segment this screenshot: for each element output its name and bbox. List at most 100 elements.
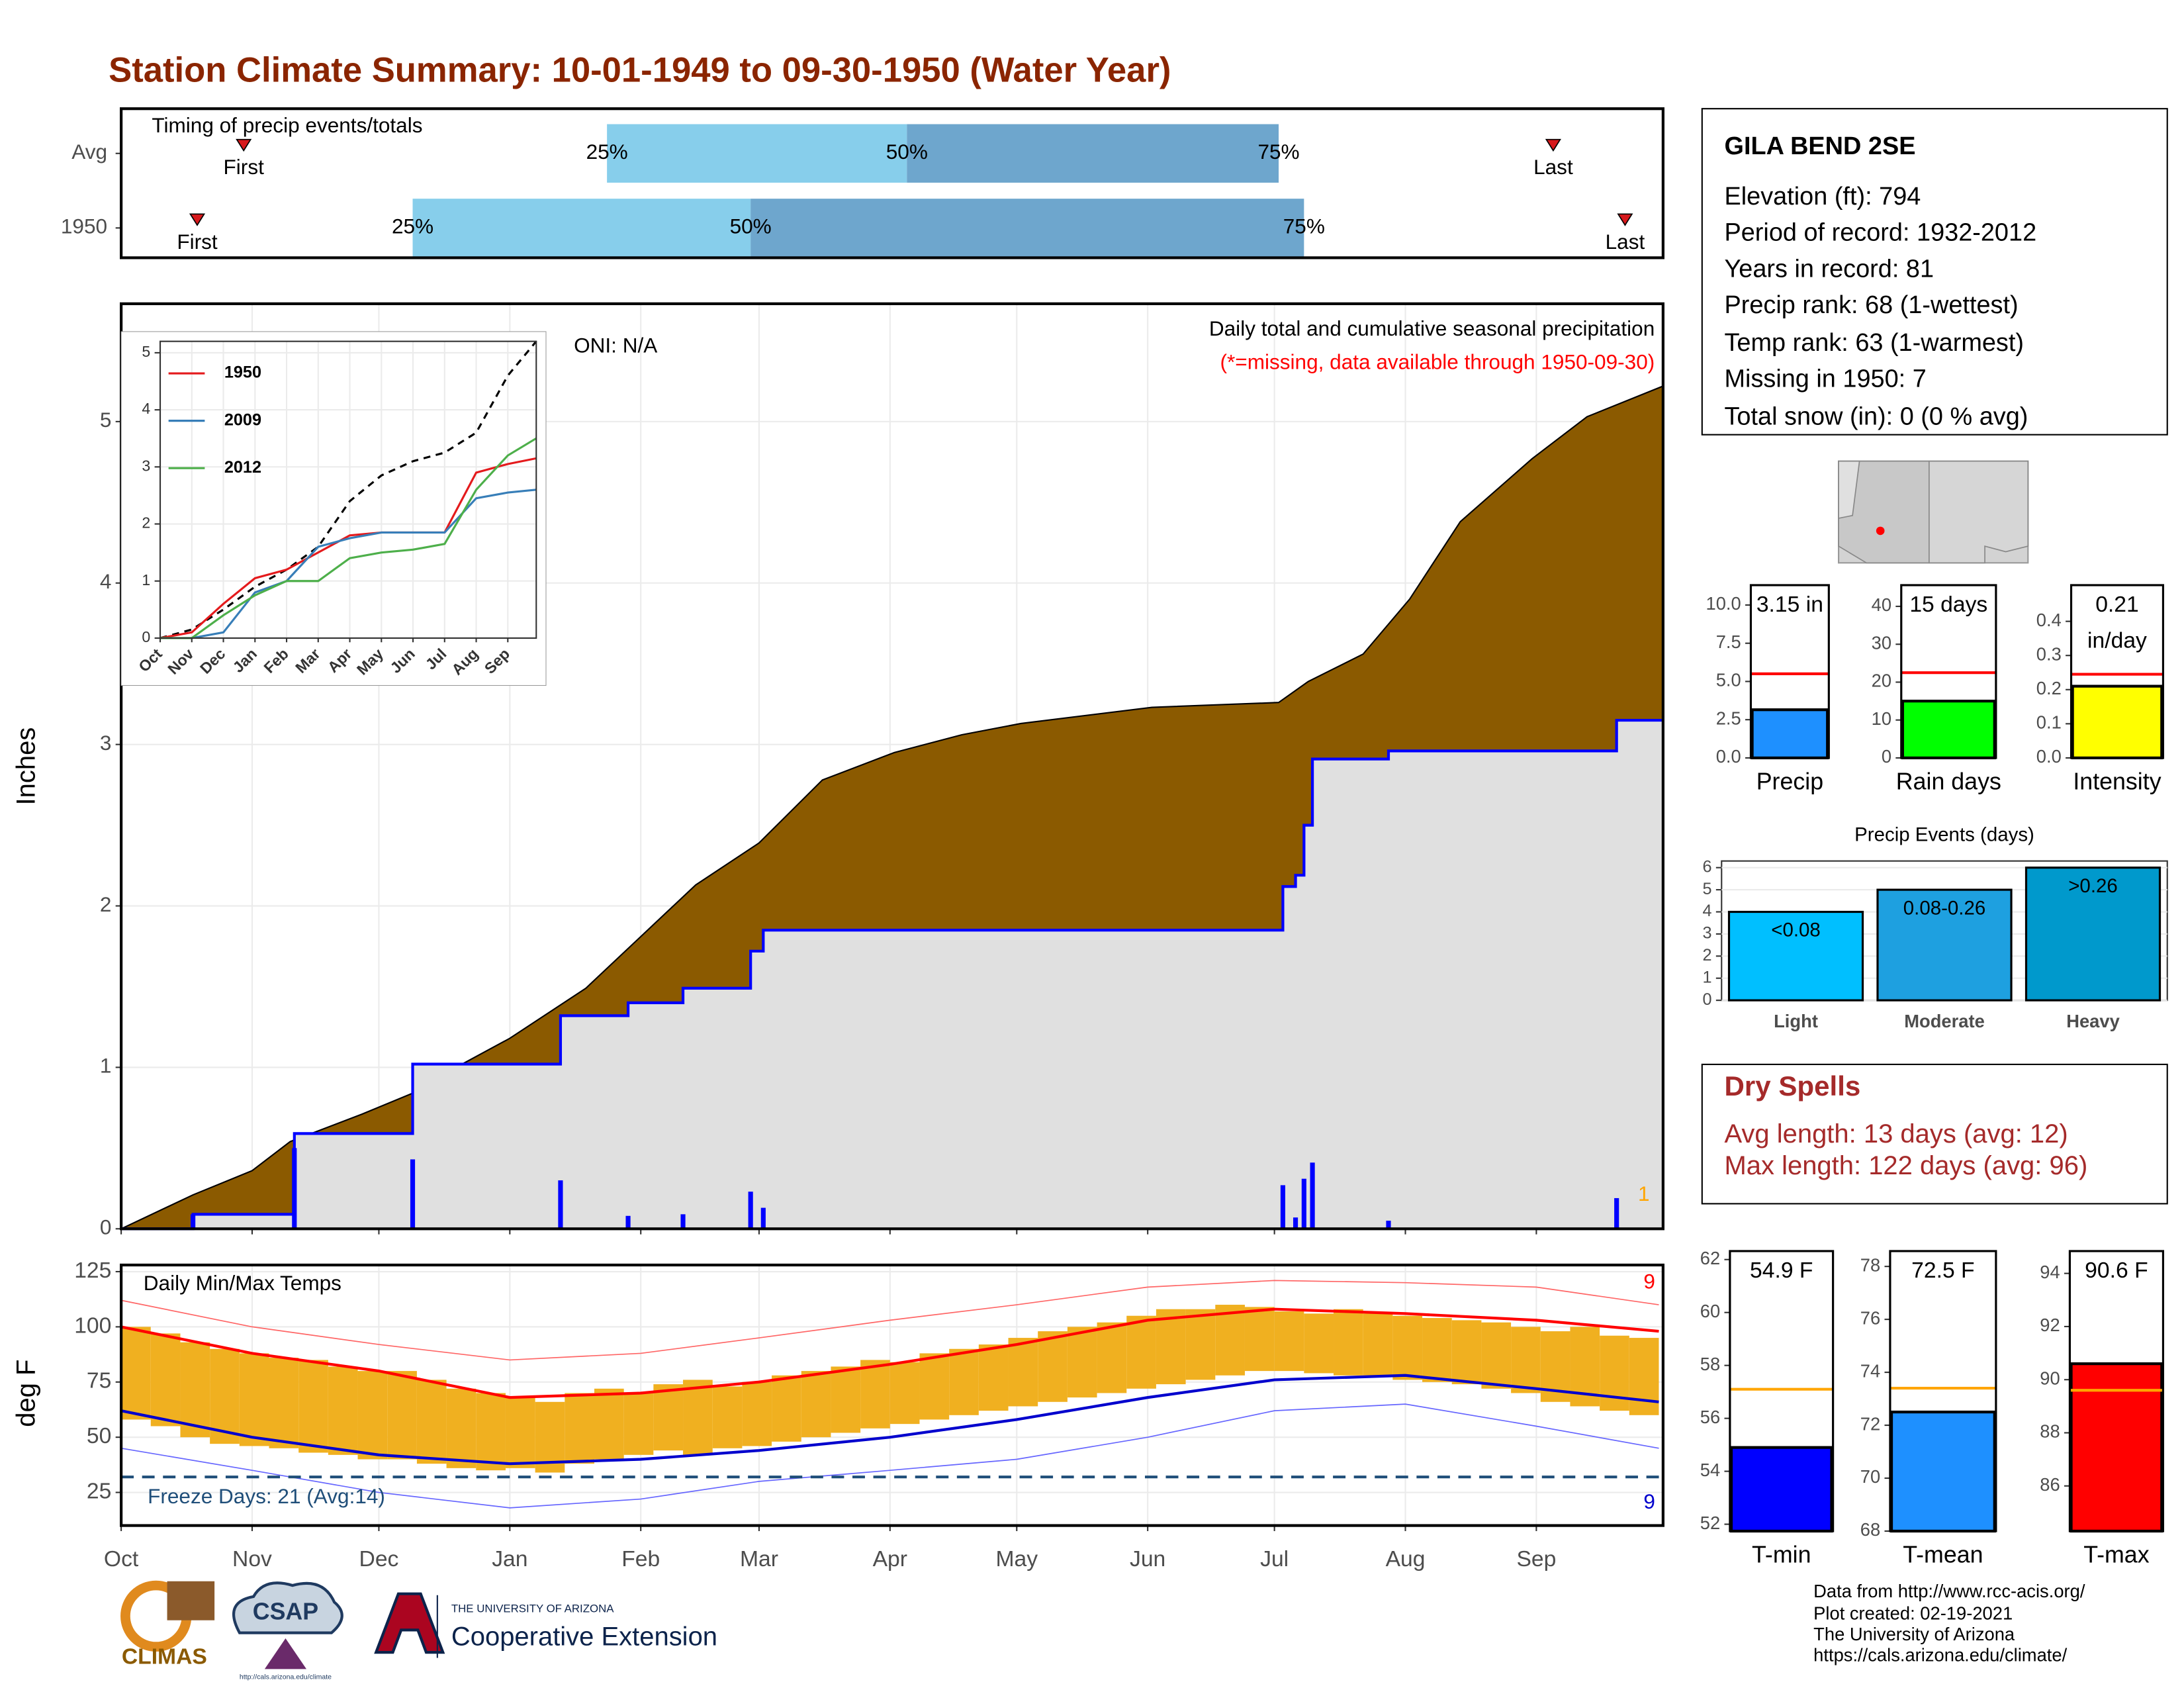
y-tick-label: 2 [142, 514, 150, 532]
record-min-line [120, 1403, 1659, 1509]
y-tick-label: 2 [1702, 946, 1711, 964]
y-tick-label: 3 [1702, 924, 1711, 943]
temp-range-bar [1392, 1315, 1423, 1380]
quantile-bar [751, 199, 1304, 258]
plot-data [1729, 1387, 1833, 1533]
temp-range-bar [476, 1393, 506, 1471]
freeze-label: Freeze Days: 21 (Avg:14) [148, 1484, 385, 1508]
daily-precip-bar [625, 1215, 631, 1229]
y-tick-label: 90 [2040, 1368, 2060, 1388]
temp-range-bar [1481, 1322, 1512, 1389]
temp-range-bar [801, 1371, 831, 1438]
y-tick-label: 0 [100, 1215, 112, 1239]
bar [1729, 1446, 1833, 1533]
y-tick-label: 40 [1872, 594, 1891, 615]
category-label: 1950 [61, 214, 107, 238]
temp-range-bar [150, 1333, 181, 1427]
y-tick-label: 60 [1700, 1301, 1720, 1321]
legend-label: 1950 [224, 363, 261, 382]
temp-range-bar [1156, 1309, 1186, 1385]
x-tick-label: Jan [492, 1547, 527, 1571]
y-tick-label: 0.4 [2036, 610, 2062, 630]
station-line: Missing in 1950: 7 [1724, 365, 1926, 393]
map-state [1929, 460, 2029, 564]
temp-range-bar [831, 1366, 861, 1433]
temp-range-bar [505, 1397, 535, 1468]
temp-range-bar [298, 1360, 328, 1453]
temp-range-bar [653, 1384, 684, 1451]
y-tick-label: 4 [1702, 902, 1711, 920]
value-label-box: 54.9 F [1750, 1260, 1813, 1284]
series-line [160, 489, 537, 639]
bar [2071, 684, 2163, 760]
footer-line: The University of Arizona [1813, 1624, 2015, 1644]
y-tick-label: 5 [100, 408, 112, 432]
climas-emblem [167, 1581, 215, 1620]
map-state [1838, 460, 1930, 564]
y-tick-label: 4 [142, 400, 150, 417]
station-line: Period of record: 1932-2012 [1724, 219, 2036, 247]
y-tick-label: 70 [1860, 1466, 1880, 1487]
chart-foreground: 25 50 75 100 125 Oct Nov Dec Jan Feb Mar Apr May Jun J… [12, 1258, 1664, 1571]
y-tick-label: 54 [1700, 1460, 1720, 1480]
station-line: Total snow (in): 0 (0 % avg) [1724, 402, 2028, 430]
temp-range-bar [1126, 1315, 1156, 1389]
daily-precip-bar [680, 1214, 686, 1229]
daily-precip-bar [1301, 1178, 1306, 1229]
y-tick-label: 76 [1860, 1307, 1880, 1328]
quantile-bar [412, 199, 751, 258]
value-label: 3.15 in [1756, 593, 1823, 618]
temp-range-bar [1629, 1338, 1659, 1415]
y-tick-label: 7.5 [1716, 632, 1741, 652]
x-tick-label: Apr [873, 1547, 907, 1571]
plot-frame [2070, 584, 2165, 759]
chart-foreground: 68 70 72 74 76 78 72.5 F T-mean [1860, 1250, 1997, 1568]
station-line: Years in record: 81 [1724, 255, 1934, 283]
dry-spells-title: Dry Spells [1724, 1070, 1860, 1102]
quantile-label: 75% [1283, 214, 1325, 238]
temp-range-bar [1274, 1311, 1304, 1372]
y-tick-label: 0.3 [2036, 643, 2062, 664]
x-tick-label: May [995, 1547, 1038, 1571]
daily-precip-bar [292, 1148, 297, 1229]
temp-range-bar [1038, 1331, 1068, 1402]
x-tick-label: Sep [1516, 1547, 1556, 1571]
temp-range-bar [683, 1380, 713, 1455]
y-tick-label: 0.0 [2036, 746, 2062, 767]
chart-foreground: 86 88 90 92 94 90.6 F T-max [2040, 1250, 2165, 1568]
daily-precip-bar [748, 1192, 753, 1229]
y-tick-label: 0 [142, 628, 150, 645]
category-label: T-max [2083, 1541, 2149, 1568]
page-title: Station Climate Summary: 10-01-1949 to 0… [109, 50, 1171, 89]
station-line: Temp rank: 63 (1-warmest) [1724, 329, 2024, 357]
x-tick-label: Jul [1260, 1547, 1289, 1571]
category-label: Light [1774, 1011, 1818, 1031]
temp-range-bar [919, 1353, 950, 1420]
quantile-bar [907, 124, 1279, 183]
bar-label: 0.08-0.26 [1903, 897, 1985, 919]
temp-range-bar [860, 1360, 890, 1429]
event-marker [236, 138, 252, 152]
plot-frame [119, 302, 1664, 1231]
value-label: 15 days [1909, 593, 1988, 618]
series-line [159, 457, 537, 639]
y-tick-label: 86 [2040, 1474, 2060, 1495]
category-label: T-mean [1903, 1541, 1983, 1568]
temp-range-bar [1304, 1313, 1334, 1374]
temp-range-bar [239, 1353, 269, 1446]
temp-range-bar [1008, 1338, 1038, 1407]
category-label: Rain days [1896, 768, 2001, 794]
y-tick-label: 10.0 [1706, 593, 1741, 614]
temp-range-bar [1363, 1313, 1393, 1376]
bar-label: <0.08 [1771, 919, 1821, 941]
average-line [159, 340, 537, 639]
y-axis-label: deg F [12, 1360, 41, 1427]
bar [1889, 1410, 1996, 1533]
temp-range-bar [180, 1342, 210, 1438]
plot-data [120, 1280, 1663, 1509]
temp-range-bar [1334, 1309, 1363, 1376]
y-tick-label: 0 [1882, 746, 1891, 767]
map-state [1838, 460, 1860, 519]
chart-title: Precip Events (days) [1854, 824, 2034, 846]
